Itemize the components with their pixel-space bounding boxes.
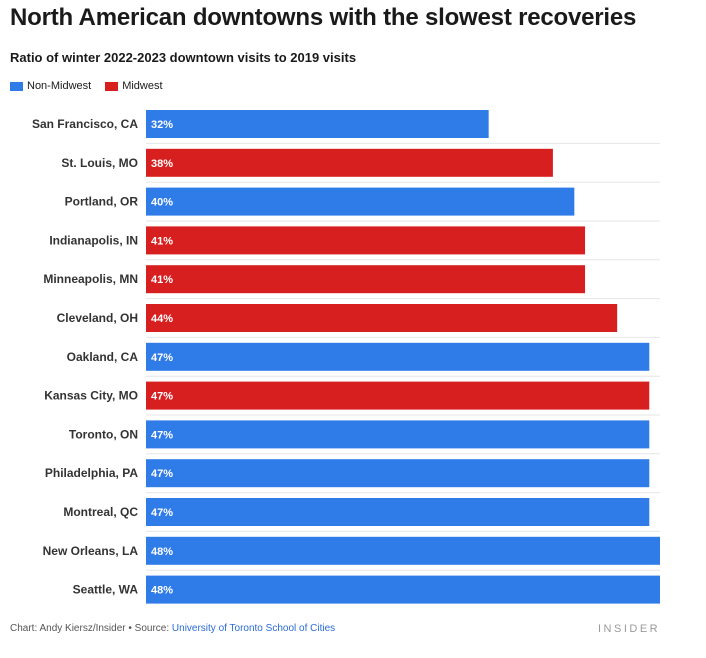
bar — [146, 110, 489, 138]
category-label: Toronto, ON — [69, 427, 138, 441]
value-label: 41% — [151, 274, 173, 286]
legend: Non-Midwest Midwest — [10, 80, 163, 92]
value-label: 47% — [151, 507, 173, 519]
legend-swatch-non-midwest — [10, 81, 23, 91]
value-label: 48% — [151, 546, 173, 558]
category-label: Montreal, QC — [63, 505, 138, 519]
chart-footer: Chart: Andy Kiersz/Insider • Source: Uni… — [10, 623, 335, 634]
bar — [146, 148, 553, 177]
value-label: 47% — [151, 391, 173, 403]
legend-label-midwest: Midwest — [122, 80, 163, 92]
category-label: New Orleans, LA — [43, 544, 139, 558]
value-label: 41% — [151, 235, 173, 247]
bar — [146, 381, 650, 410]
legend-swatch-midwest — [105, 81, 119, 91]
value-label: 47% — [151, 429, 173, 441]
bar — [146, 498, 650, 526]
value-label: 38% — [151, 158, 173, 170]
category-label: Cleveland, OH — [57, 311, 138, 325]
category-label: San Francisco, CA — [32, 117, 138, 131]
category-label: Minneapolis, MN — [43, 272, 138, 286]
insider-logo: INSIDER — [598, 623, 661, 635]
footer-source-link[interactable]: University of Toronto School of Cities — [171, 623, 336, 634]
legend-item-non-midwest: Non-Midwest — [10, 80, 91, 92]
legend-item-midwest: Midwest — [105, 80, 163, 92]
bar — [146, 420, 650, 449]
footer-credit: Chart: Andy Kiersz/Insider • Source: — [10, 623, 172, 634]
chart-subtitle: Ratio of winter 2022-2023 downtown visit… — [10, 50, 357, 65]
category-label: Kansas City, MO — [44, 389, 138, 403]
bar — [146, 536, 660, 565]
category-label: St. Louis, MO — [61, 156, 138, 170]
value-label: 47% — [151, 468, 173, 480]
bar — [146, 304, 618, 332]
bar — [146, 575, 660, 604]
value-label: 32% — [151, 119, 173, 131]
category-label: Seattle, WA — [73, 583, 139, 597]
category-label: Philadelphia, PA — [45, 466, 138, 480]
chart-title: North American downtowns with the slowes… — [10, 4, 637, 31]
bar — [146, 342, 650, 371]
bar-chart: San Francisco, CA 32% St. Louis, MO 38% Port… — [32, 110, 660, 604]
legend-label-non-midwest: Non-Midwest — [27, 80, 92, 92]
bar — [146, 226, 586, 255]
value-label: 44% — [151, 313, 173, 325]
category-label: Indianapolis, IN — [49, 233, 138, 247]
bar — [146, 459, 650, 488]
bar — [146, 265, 586, 294]
bar — [146, 187, 575, 216]
value-label: 48% — [151, 585, 173, 597]
value-label: 47% — [151, 352, 173, 364]
category-label: Oakland, CA — [67, 350, 139, 364]
category-label: Portland, OR — [65, 195, 139, 209]
value-label: 40% — [151, 197, 173, 209]
